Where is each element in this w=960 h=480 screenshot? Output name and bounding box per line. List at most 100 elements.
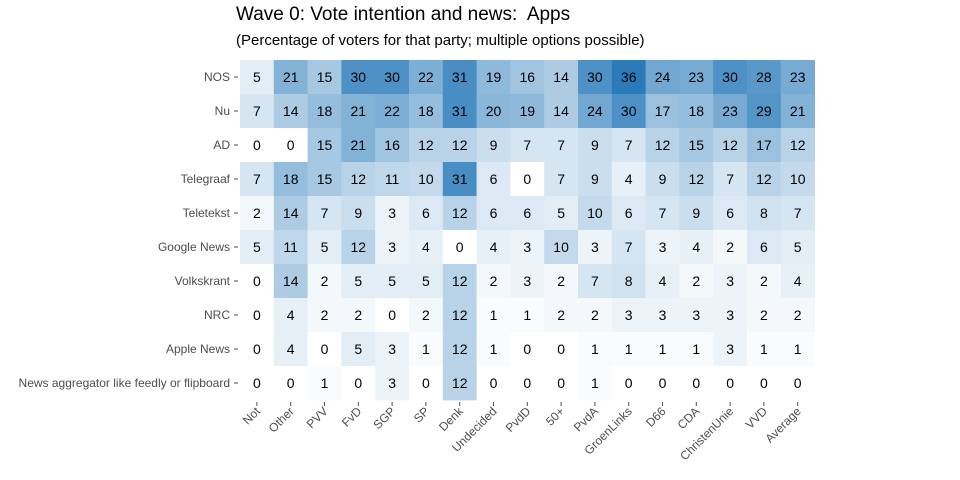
cell-value-label: 2 — [422, 307, 430, 323]
cell-value-label: 3 — [726, 273, 734, 289]
heatmap-cell — [409, 366, 444, 401]
heatmap-cell — [780, 264, 815, 299]
heatmap-cell — [578, 60, 613, 95]
heatmap-cell — [409, 162, 444, 197]
heatmap-cell — [273, 332, 308, 367]
cell-value-label: 0 — [422, 375, 430, 391]
heatmap-cell — [611, 298, 646, 333]
cell-value-label: 20 — [486, 103, 502, 119]
heatmap-cell — [476, 60, 511, 95]
heatmap-cell — [442, 60, 477, 95]
cell-value-label: 24 — [655, 69, 671, 85]
cell-value-label: 1 — [591, 375, 599, 391]
heatmap-cell — [307, 230, 342, 265]
cell-value-label: 23 — [790, 69, 806, 85]
cell-value-label: 6 — [490, 171, 498, 187]
heatmap-cell — [341, 332, 376, 367]
column-label: SP — [411, 404, 432, 425]
cell-value-label: 17 — [756, 137, 772, 153]
cell-value-label: 16 — [384, 137, 400, 153]
column-label: VVD — [743, 404, 771, 432]
row-label: Nu — [215, 104, 230, 118]
heatmap-cell — [679, 332, 714, 367]
cell-value-label: 15 — [317, 69, 333, 85]
cell-value-label: 29 — [756, 103, 772, 119]
cell-value-label: 14 — [553, 103, 569, 119]
heatmap-cell — [307, 366, 342, 401]
cell-value-label: 1 — [659, 341, 667, 357]
heatmap-cell — [747, 94, 782, 129]
heatmap-cell — [679, 366, 714, 401]
cell-value-label: 5 — [794, 239, 802, 255]
cell-value-label: 9 — [591, 171, 599, 187]
heatmap-cell — [645, 298, 680, 333]
cell-value-label: 0 — [456, 239, 464, 255]
cell-value-label: 3 — [523, 239, 531, 255]
heatmap-cell — [747, 366, 782, 401]
cell-value-label: 2 — [321, 307, 329, 323]
cell-value-label: 30 — [384, 69, 400, 85]
heatmap-cell — [273, 60, 308, 95]
heatmap-cell — [442, 162, 477, 197]
heatmap-cell — [611, 128, 646, 163]
cell-value-label: 0 — [253, 273, 261, 289]
heatmap-cell — [679, 196, 714, 231]
cell-value-label: 14 — [283, 103, 299, 119]
cell-value-label: 12 — [452, 273, 468, 289]
cell-value-label: 30 — [621, 103, 637, 119]
heatmap-cell — [442, 230, 477, 265]
cell-value-label: 14 — [283, 205, 299, 221]
heatmap-cell — [645, 230, 680, 265]
heatmap-cell — [307, 196, 342, 231]
heatmap-cell — [713, 230, 748, 265]
cell-value-label: 30 — [351, 69, 367, 85]
heatmap-cell — [679, 60, 714, 95]
cell-value-label: 0 — [557, 341, 565, 357]
heatmap-cell — [578, 230, 613, 265]
heatmap-cell — [747, 332, 782, 367]
cell-value-label: 9 — [490, 137, 498, 153]
cell-value-label: 24 — [587, 103, 603, 119]
heatmap-cell — [476, 162, 511, 197]
heatmap-cell — [341, 196, 376, 231]
cell-value-label: 7 — [253, 171, 261, 187]
cell-value-label: 16 — [520, 69, 536, 85]
cell-value-label: 10 — [587, 205, 603, 221]
heatmap-cell — [375, 94, 410, 129]
heatmap-cell — [273, 128, 308, 163]
heatmap-cell — [747, 298, 782, 333]
heatmap-cell — [240, 162, 275, 197]
cell-value-label: 12 — [790, 137, 806, 153]
heatmap-cell — [645, 128, 680, 163]
heatmap-cell — [713, 162, 748, 197]
cell-value-label: 0 — [287, 375, 295, 391]
heatmap-cell — [544, 60, 579, 95]
column-label: PvdD — [503, 404, 534, 435]
heatmap-cell — [747, 162, 782, 197]
heatmap-cell — [375, 128, 410, 163]
cell-value-label: 1 — [422, 341, 430, 357]
heatmap-cell — [375, 366, 410, 401]
cell-value-label: 4 — [490, 239, 498, 255]
heatmap-cell — [544, 332, 579, 367]
heatmap-cell — [409, 60, 444, 95]
heatmap-cell — [409, 94, 444, 129]
heatmap-cell — [747, 230, 782, 265]
heatmap-cell — [240, 196, 275, 231]
heatmap-cell — [544, 94, 579, 129]
heatmap-cell — [240, 94, 275, 129]
heatmap-cell — [679, 298, 714, 333]
cell-value-label: 9 — [659, 171, 667, 187]
cell-value-label: 7 — [591, 273, 599, 289]
cell-value-label: 0 — [253, 307, 261, 323]
heatmap-cell — [578, 264, 613, 299]
cell-value-label: 1 — [321, 375, 329, 391]
cell-value-label: 0 — [253, 137, 261, 153]
cell-value-label: 6 — [490, 205, 498, 221]
heatmap-cell — [747, 128, 782, 163]
heatmap-cell — [240, 366, 275, 401]
cell-value-label: 18 — [317, 103, 333, 119]
heatmap-cell — [409, 264, 444, 299]
cell-value-label: 0 — [794, 375, 802, 391]
column-label: PvdA — [571, 404, 601, 434]
